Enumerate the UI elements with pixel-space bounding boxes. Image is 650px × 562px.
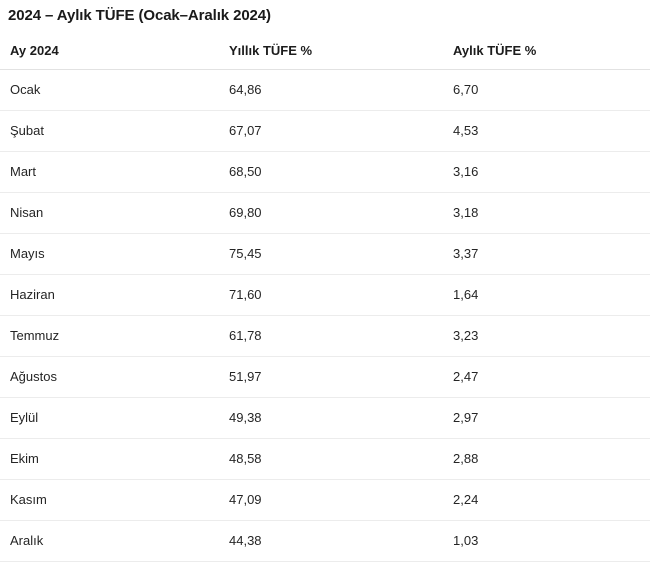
table-row: Ocak 64,86 6,70 — [0, 69, 650, 111]
monthly-value-cell: 2,24 — [453, 479, 650, 521]
month-cell: Mart — [0, 151, 229, 193]
table-row: Mart 68,50 3,16 — [0, 151, 650, 193]
month-cell: Haziran — [0, 274, 229, 316]
yearly-value-cell: 47,09 — [229, 479, 453, 521]
month-cell: Mayıs — [0, 233, 229, 275]
monthly-value-cell: 1,64 — [453, 274, 650, 316]
table-row: Eylül 49,38 2,97 — [0, 397, 650, 439]
monthly-value-cell: 3,16 — [453, 151, 650, 193]
monthly-value-cell: 2,88 — [453, 438, 650, 480]
yearly-value-cell: 44,38 — [229, 520, 453, 562]
month-cell: Aralık — [0, 520, 229, 562]
monthly-value-cell: 1,03 — [453, 520, 650, 562]
monthly-value-cell: 4,53 — [453, 110, 650, 152]
yearly-value-cell: 51,97 — [229, 356, 453, 398]
yearly-value-cell: 75,45 — [229, 233, 453, 275]
column-header-monthly-tufe: Aylık TÜFE % — [453, 38, 650, 70]
table-row: Kasım 47,09 2,24 — [0, 479, 650, 521]
table-row: Temmuz 61,78 3,23 — [0, 315, 650, 357]
yearly-value-cell: 61,78 — [229, 315, 453, 357]
tufe-table: Ay 2024 Yıllık TÜFE % Aylık TÜFE % Ocak 6… — [0, 38, 650, 562]
month-cell: Ekim — [0, 438, 229, 480]
monthly-value-cell: 3,37 — [453, 233, 650, 275]
table-row: Ekim 48,58 2,88 — [0, 438, 650, 480]
monthly-value-cell: 3,23 — [453, 315, 650, 357]
yearly-value-cell: 64,86 — [229, 69, 453, 111]
table-row: Aralık 44,38 1,03 — [0, 520, 650, 562]
yearly-value-cell: 67,07 — [229, 110, 453, 152]
table-row: Mayıs 75,45 3,37 — [0, 233, 650, 275]
yearly-value-cell: 49,38 — [229, 397, 453, 439]
month-cell: Ağustos — [0, 356, 229, 398]
table-row: Şubat 67,07 4,53 — [0, 110, 650, 152]
monthly-value-cell: 2,47 — [453, 356, 650, 398]
month-cell: Eylül — [0, 397, 229, 439]
column-header-yearly-tufe: Yıllık TÜFE % — [229, 38, 453, 70]
monthly-value-cell: 6,70 — [453, 69, 650, 111]
table-row: Ağustos 51,97 2,47 — [0, 356, 650, 398]
yearly-value-cell: 69,80 — [229, 192, 453, 234]
month-cell: Şubat — [0, 110, 229, 152]
month-cell: Ocak — [0, 69, 229, 111]
month-cell: Temmuz — [0, 315, 229, 357]
table-body: Ocak 64,86 6,70 Şubat 67,07 4,53 Mart 68,50 3,16… — [0, 69, 650, 562]
monthly-value-cell: 3,18 — [453, 192, 650, 234]
table-row: Haziran 71,60 1,64 — [0, 274, 650, 316]
table-header-row: Ay 2024 Yıllık TÜFE % Aylık TÜFE % — [0, 38, 650, 70]
table-row: Nisan 69,80 3,18 — [0, 192, 650, 234]
monthly-value-cell: 2,97 — [453, 397, 650, 439]
column-header-month: Ay 2024 — [0, 38, 229, 70]
yearly-value-cell: 48,58 — [229, 438, 453, 480]
page-title: 2024 – Aylık TÜFE (Ocak–Aralık 2024) — [8, 7, 271, 24]
yearly-value-cell: 68,50 — [229, 151, 453, 193]
month-cell: Kasım — [0, 479, 229, 521]
month-cell: Nisan — [0, 192, 229, 234]
yearly-value-cell: 71,60 — [229, 274, 453, 316]
